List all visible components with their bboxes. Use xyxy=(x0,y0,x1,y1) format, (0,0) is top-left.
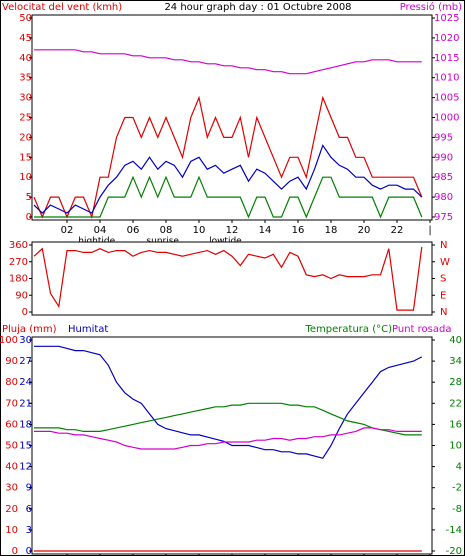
y2-tick-label: 975 xyxy=(434,212,453,223)
series-line xyxy=(34,402,422,436)
series-line xyxy=(34,49,422,75)
y2-tick-label: -2 xyxy=(452,483,462,494)
y-tick-label: 100 xyxy=(0,335,18,346)
y2-tick-label: 28 xyxy=(449,377,462,388)
y3-tick-label: 0 xyxy=(26,546,32,556)
y3-tick-label: 3 xyxy=(26,525,32,536)
y2-tick-label: N xyxy=(440,307,447,318)
y2-tick-label: 1010 xyxy=(434,73,459,84)
y-tick-label: 20 xyxy=(19,132,32,143)
y-tick-label: 90 xyxy=(15,290,28,301)
x-tick-label: 02 xyxy=(61,225,74,236)
y-tick-label: 0 xyxy=(12,546,18,556)
series-line xyxy=(33,246,423,311)
pressure-axis-title: Pressió (mb) xyxy=(400,1,462,13)
series-name: Pluja (mm) xyxy=(2,324,57,335)
y-tick-label: 80 xyxy=(5,377,18,388)
y-tick-label: 90 xyxy=(5,356,18,367)
y2-tick-label: 1020 xyxy=(434,33,459,44)
series-name: Humitat xyxy=(68,324,108,335)
series-line xyxy=(34,345,423,459)
y3-tick-label: 6 xyxy=(26,504,32,515)
x-tick-label: 06 xyxy=(127,225,140,236)
x-tick-label: | xyxy=(428,225,431,236)
y2-tick-label: 980 xyxy=(434,192,453,203)
y2-tick-label: 34 xyxy=(449,356,462,367)
y-tick-label: 35 xyxy=(19,73,32,84)
y2-tick-label: N xyxy=(440,240,447,251)
y2-tick-label: 22 xyxy=(449,398,462,409)
y-tick-label: 10 xyxy=(5,525,18,536)
y2-tick-label: 1005 xyxy=(434,93,459,104)
y3-tick-label: 18 xyxy=(19,419,32,430)
plot-frame xyxy=(31,14,433,221)
y-tick-label: 50 xyxy=(19,13,32,24)
y-tick-label: 25 xyxy=(19,113,32,124)
wind-axis-title: Velocitat del vent (kmh) xyxy=(2,2,122,13)
x-tick-label: 12 xyxy=(226,225,239,236)
y-tick-label: 50 xyxy=(5,441,18,452)
series-name: Punt rosada xyxy=(392,324,451,335)
y-tick-label: 360 xyxy=(9,240,28,251)
y2-tick-label: 4 xyxy=(456,462,462,473)
x-tick-label: 08 xyxy=(160,225,173,236)
y2-tick-label: E xyxy=(440,290,446,301)
y-tick-label: 10 xyxy=(19,172,32,183)
y2-tick-label: 40 xyxy=(449,335,462,346)
x-tick-label: 10 xyxy=(193,225,206,236)
y2-tick-label: -20 xyxy=(446,546,462,556)
y-tick-label: 0 xyxy=(22,307,28,318)
y2-tick-label: 1000 xyxy=(434,113,459,124)
y-tick-label: 40 xyxy=(19,53,32,64)
y-tick-label: 20 xyxy=(5,504,18,515)
series-line xyxy=(33,95,423,220)
y-tick-label: 70 xyxy=(5,398,18,409)
y3-tick-label: 12 xyxy=(19,462,32,473)
series-name: Temperatura (°C) xyxy=(304,324,392,335)
x-tick-label: 14 xyxy=(259,225,272,236)
y3-tick-label: 24 xyxy=(19,377,32,388)
series-line xyxy=(34,175,423,219)
y2-tick-label: 16 xyxy=(449,419,462,430)
y-tick-label: 270 xyxy=(9,257,28,268)
y2-tick-label: 10 xyxy=(449,441,462,452)
y3-tick-label: 30 xyxy=(19,335,32,346)
y3-tick-label: 21 xyxy=(19,398,32,409)
series-line xyxy=(33,144,423,214)
y2-tick-label: W xyxy=(440,257,450,268)
x-tick-label: 16 xyxy=(292,225,305,236)
y-tick-label: 180 xyxy=(9,274,28,285)
y-tick-label: 30 xyxy=(19,93,32,104)
y-tick-label: 40 xyxy=(5,462,18,473)
y2-tick-label: S xyxy=(440,274,446,285)
y-tick-label: 5 xyxy=(26,192,32,203)
y2-tick-label: 995 xyxy=(434,132,453,143)
y-tick-label: 30 xyxy=(5,483,18,494)
y-tick-label: 45 xyxy=(19,33,32,44)
y3-tick-label: 15 xyxy=(19,441,32,452)
x-tick-label: 20 xyxy=(358,225,371,236)
y-tick-label: 0 xyxy=(26,212,32,223)
x-tick-label: 22 xyxy=(391,225,404,236)
y2-tick-label: 985 xyxy=(434,172,453,183)
y-tick-label: 15 xyxy=(19,152,32,163)
series-line xyxy=(34,427,422,450)
y2-tick-label: 1015 xyxy=(434,53,459,64)
y-tick-label: 60 xyxy=(5,419,18,430)
y2-tick-label: 1025 xyxy=(434,13,459,24)
y3-tick-label: 27 xyxy=(19,356,32,367)
x-tick-label: 18 xyxy=(325,225,338,236)
y2-tick-label: 990 xyxy=(434,152,453,163)
y2-tick-label: -14 xyxy=(446,525,462,536)
y2-tick-label: -8 xyxy=(452,504,462,515)
graph-title: 24 hour graph day : 01 Octubre 2008 xyxy=(164,2,351,13)
x-tick-label: 04 xyxy=(94,225,107,236)
y3-tick-label: 9 xyxy=(26,483,32,494)
